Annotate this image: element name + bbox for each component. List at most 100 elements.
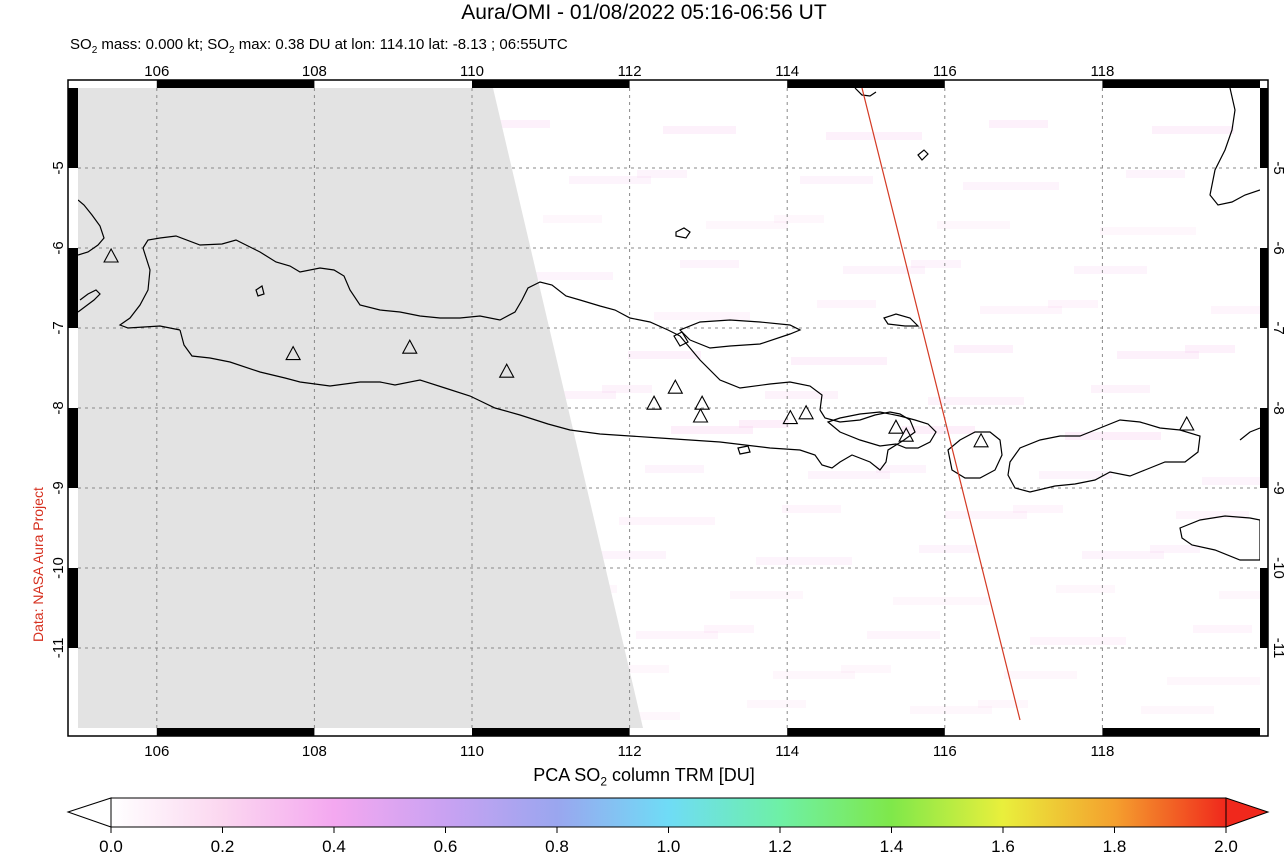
satellite-track-line (861, 88, 1021, 721)
colorbar-tick-label: 1.0 (657, 837, 681, 855)
colorbar-max-arrow (1225, 797, 1270, 828)
so2-pixel (945, 511, 1027, 519)
coastline-java-west (118, 247, 181, 331)
lat-label-left: -11 (50, 638, 67, 659)
coastline-island-b (673, 331, 689, 347)
so2-pixel (517, 272, 613, 280)
lat-label-left: -8 (50, 401, 67, 414)
so2-pixel (1141, 706, 1214, 714)
frame-bar-top (472, 80, 630, 88)
volcano-marker (285, 345, 302, 361)
longitude-labels-bottom: 106 108 110 112 114 116 118 (144, 743, 1114, 760)
frame-bar-right (1260, 568, 1268, 648)
so2-pixel (1185, 345, 1235, 353)
coastline-island-d (737, 445, 751, 455)
so2-max-text: max: 0.38 DU at lon: 114.10 lat: -8.13 ;… (234, 36, 568, 53)
so2-pixel (747, 700, 806, 708)
so2-pixel (706, 221, 788, 229)
coastline-lombok (947, 431, 1003, 479)
colorbar-tick-label: 0.0 (99, 837, 123, 855)
lat-label-right: -6 (1270, 241, 1287, 254)
so2-pixel (1219, 591, 1260, 599)
so2-pixel (893, 597, 989, 605)
so2-pixel (543, 215, 602, 223)
so2-pixel (1202, 477, 1260, 485)
so2-pixel (645, 465, 704, 473)
colorbar-tick-label: 0.4 (322, 837, 346, 855)
volcano-marker (782, 409, 799, 425)
so2-pixel (867, 631, 940, 639)
map-figure: 106 108 110 112 114 116 118 106 108 110 112 114 116… (50, 63, 1287, 760)
so2-pixel (593, 551, 666, 559)
coastline-sumba (1179, 515, 1260, 561)
lat-label-right: -11 (1270, 638, 1287, 659)
volcano-markers (103, 247, 1195, 448)
so2-pixel (1176, 511, 1249, 519)
colorbar-min-arrow (66, 797, 112, 828)
so2-pixel (569, 176, 651, 184)
lon-label-top: 118 (1090, 63, 1114, 80)
colorbar-tick-label: 0.6 (434, 837, 458, 855)
so2-pixel (704, 625, 754, 633)
so2-pixel (963, 182, 1059, 190)
lon-label-bottom: 106 (144, 743, 169, 760)
so2-pixel (791, 357, 887, 365)
volcano-marker (798, 404, 815, 420)
lon-label-top: 112 (618, 63, 642, 80)
so2-pixel (954, 345, 1013, 353)
lat-label-left: -6 (50, 241, 67, 254)
coastline-borneo (854, 88, 877, 97)
colorbar-label-suffix: column TRM [DU] (607, 765, 755, 785)
coastline-east-islands (1239, 427, 1260, 441)
so2-pixel (937, 221, 1010, 229)
coastline-east-java (679, 335, 823, 411)
lat-label-right: -7 (1270, 321, 1287, 334)
colorbar-tick-label: 1.2 (768, 837, 792, 855)
colorbar-tick-label: 1.6 (991, 837, 1015, 855)
so2-pixel (765, 391, 838, 399)
colorbar-tick-label: 2.0 (1214, 837, 1238, 855)
volcano-marker (646, 395, 662, 410)
so2-pixel (808, 471, 890, 479)
lat-label-left: -9 (50, 481, 67, 494)
volcano-marker (694, 395, 711, 410)
colorbar-ticks: 0.0 0.2 0.4 0.6 0.8 1.0 1.2 1.4 1.6 1.8 2.0 (99, 827, 1238, 855)
so2-pixel (919, 545, 978, 553)
frame-bar-left (68, 88, 78, 168)
so2-mass-subscript: 2 (91, 45, 98, 56)
colorbar-tick-label: 1.8 (1103, 837, 1127, 855)
so2-pixel (978, 700, 1028, 708)
so2-pixel (980, 306, 1062, 314)
coastline-bali (826, 411, 937, 449)
frame-bar-left (68, 568, 78, 648)
coastline-bawean (675, 227, 691, 239)
coastline-sulawesi (1209, 88, 1260, 206)
frame-bar-right (1260, 88, 1268, 168)
so2-pixel (1074, 266, 1147, 274)
volcano-marker (667, 379, 684, 394)
so2-pixel (1030, 637, 1126, 645)
so2-pixel (1100, 227, 1196, 235)
coastline-sumatra-south (78, 289, 101, 313)
so2-pixel (1091, 385, 1150, 393)
volcano-marker (401, 339, 418, 354)
frame-bar-bottom (156, 728, 315, 736)
volcano-marker (103, 247, 120, 263)
colorbar-label: PCA SO2 column TRM [DU] (0, 765, 1288, 789)
volcano-marker (888, 419, 904, 434)
so2-pixel (782, 505, 841, 513)
colorbar: 0.0 0.2 0.4 0.6 0.8 1.0 1.2 1.4 1.6 1.8 2.0 (66, 797, 1270, 855)
lat-label-left: -5 (50, 161, 67, 174)
lon-label-bottom: 110 (460, 743, 484, 760)
frame-ticks (68, 80, 1268, 736)
volcano-marker (973, 432, 989, 448)
so2-pixel (876, 465, 926, 473)
so2-pixel (602, 385, 652, 393)
so2-pixel (774, 215, 824, 223)
coastline-kangean (883, 313, 920, 327)
coastline-island-c (917, 149, 929, 161)
frame-bar-left (68, 408, 78, 488)
so2-pixel (928, 397, 1024, 405)
frame-bar-bottom (1102, 728, 1260, 736)
lon-label-top: 110 (460, 63, 484, 80)
